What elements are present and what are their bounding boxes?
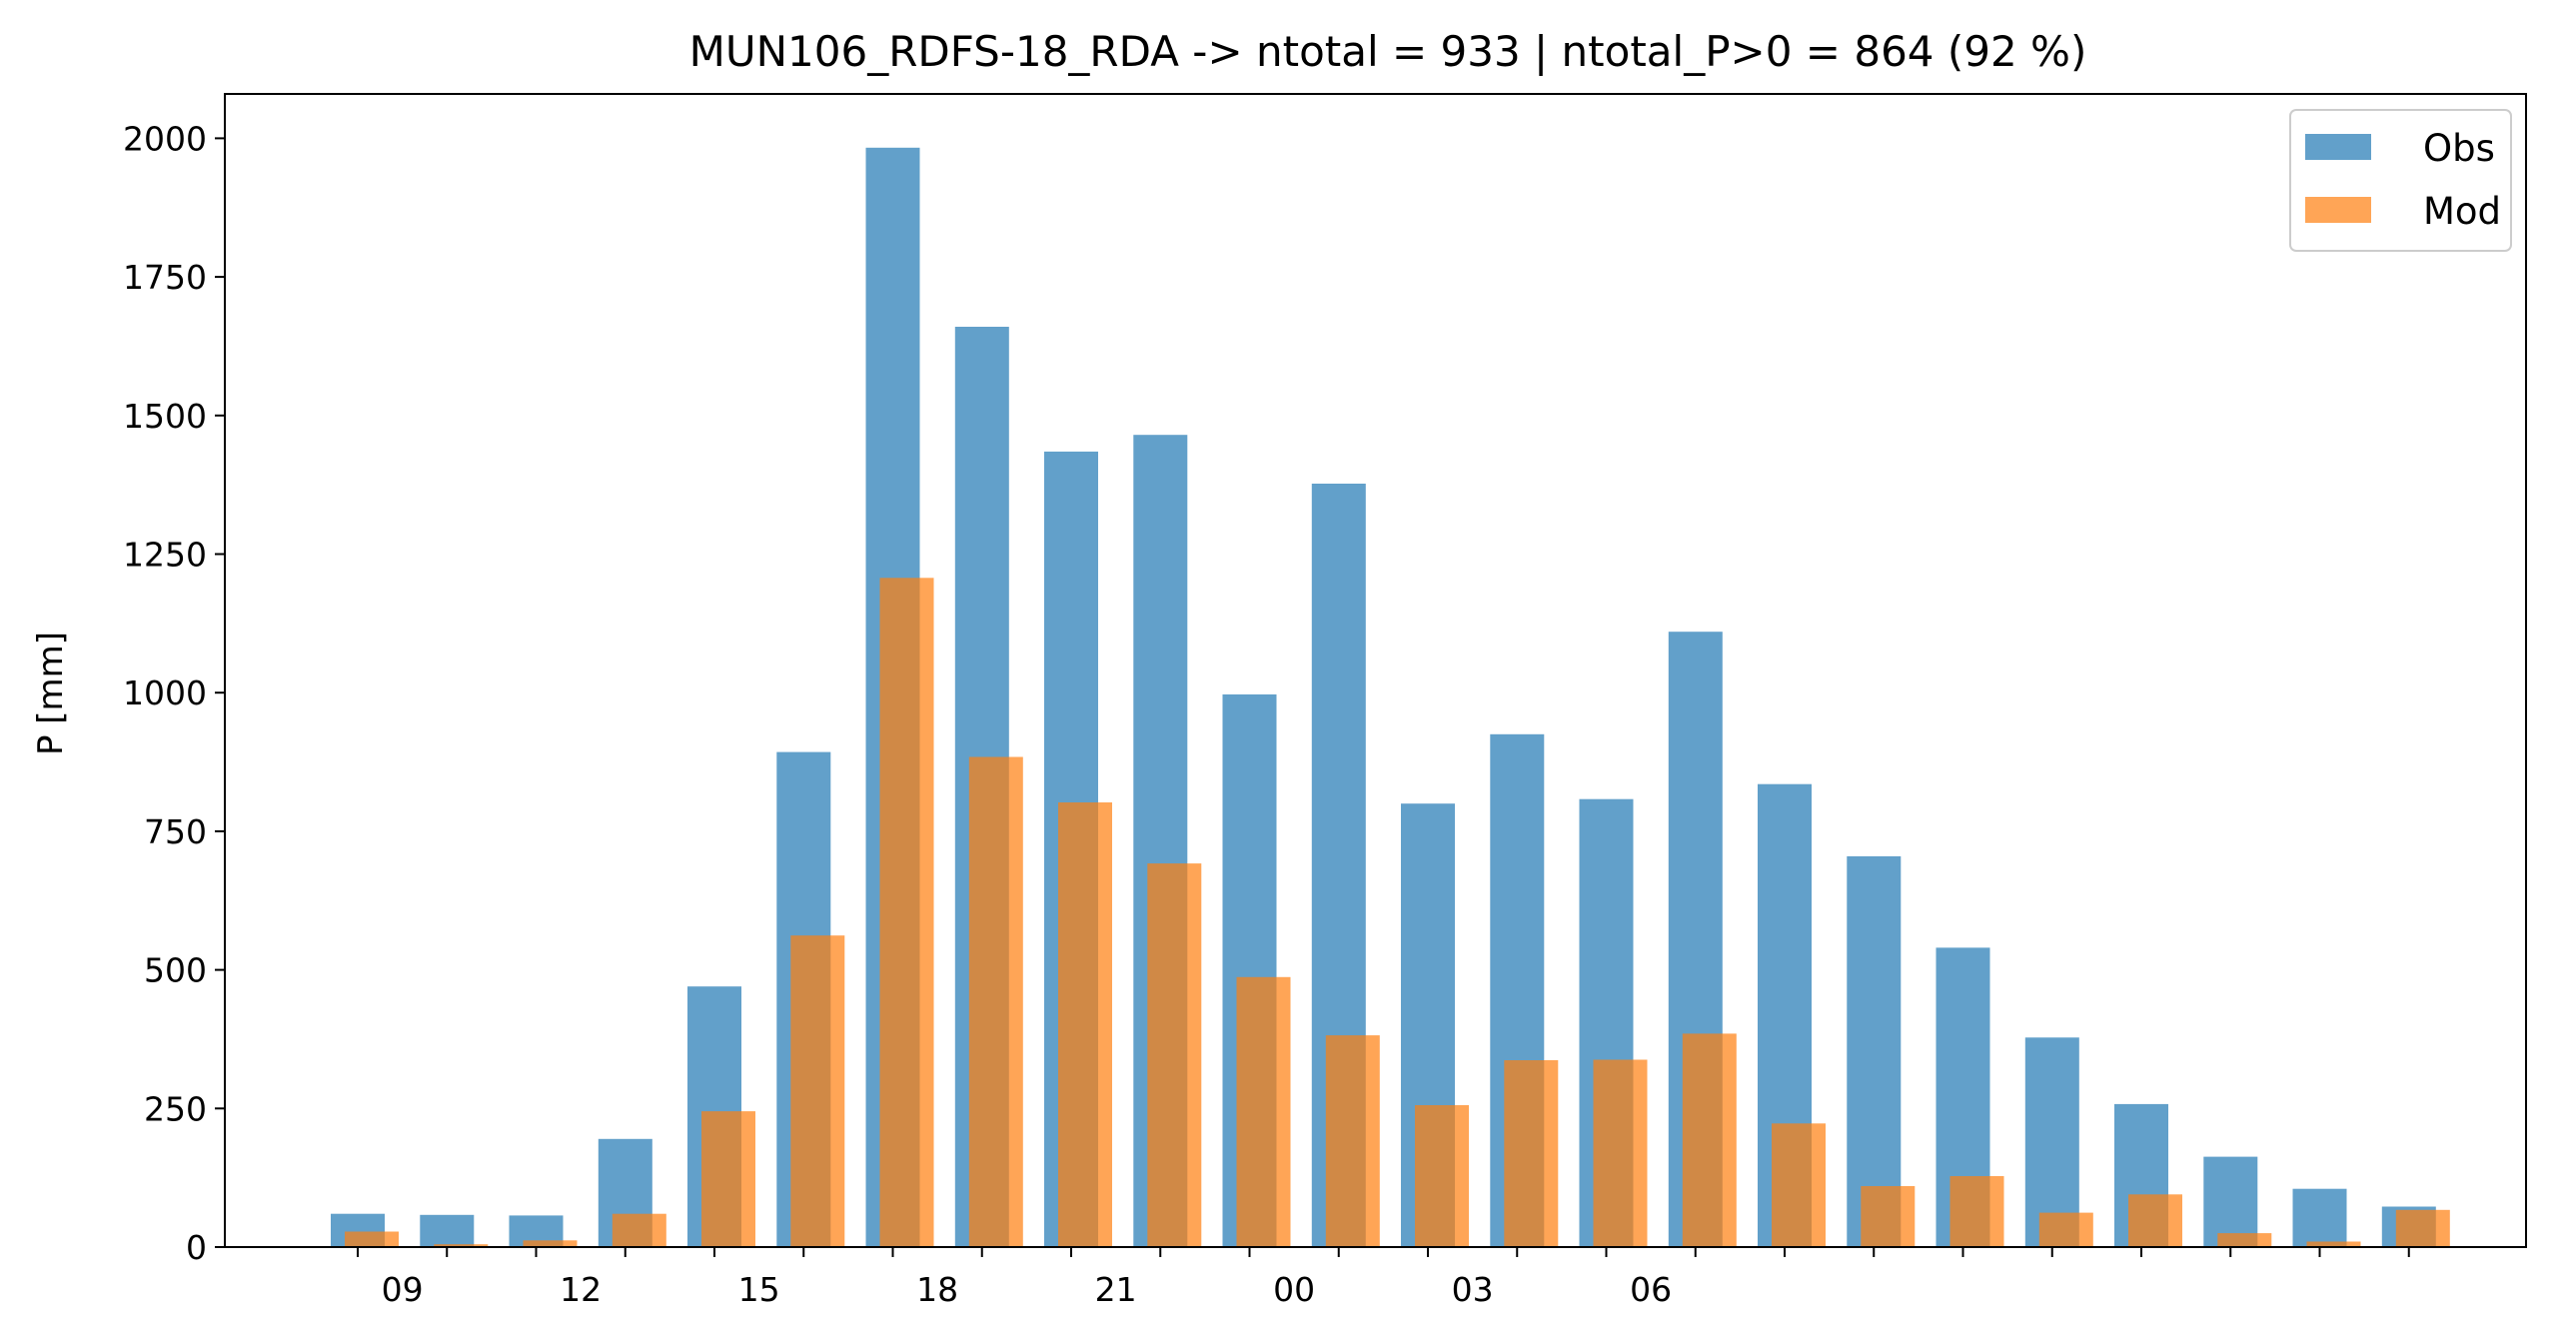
bar-mod-7 [2395,1209,2450,1247]
x-tick-label: 03 [1452,1270,1494,1309]
bar-mod-2 [1949,1176,2004,1247]
bar-mod-19 [1325,1035,1380,1247]
bar-obs-9 [420,1214,475,1247]
bar-mod-22 [1593,1059,1648,1247]
bar-mod-4 [2128,1194,2182,1247]
x-tick-label: 09 [382,1270,424,1309]
legend: Obs Mod [2289,109,2512,252]
bar-mod-23 [1682,1033,1737,1247]
bar-mod-5 [2217,1233,2272,1247]
y-axis: 0 250 500 750 1000 1250 1500 1750 2000 [123,119,225,1267]
bar-mod-8 [345,1231,399,1247]
x-tick-label: 18 [916,1270,958,1309]
bar-mod-13 [790,935,845,1247]
legend-label-mod: Mod [2423,190,2501,233]
chart-title: MUN106_RDFS-18_RDA -> ntotal = 933 | nto… [689,27,2087,76]
y-tick-label: 750 [144,812,207,851]
bar-mod-14 [879,578,934,1247]
y-tick-label: 2000 [123,119,207,158]
bar-obs-6 [2292,1188,2347,1247]
y-axis-label: P [mm] [31,632,71,755]
y-tick-label: 1500 [123,397,207,436]
x-tick-label: 00 [1273,1270,1315,1309]
bar-mod-15 [968,756,1023,1247]
y-tick-label: 500 [144,951,207,990]
legend-swatch-obs [2305,134,2371,160]
plot-frame [224,93,2527,1248]
bar-mod-9 [434,1244,489,1247]
bar-obs-1 [1847,855,1902,1247]
bar-mod-17 [1147,863,1202,1247]
bar-mod-3 [2038,1212,2093,1247]
y-tick-label: 1250 [123,536,207,575]
x-axis: 09 12 15 18 21 00 03 06 [357,1247,2410,1309]
bar-mod-20 [1415,1105,1469,1247]
bar-mod-21 [1504,1060,1559,1247]
x-tick-label: 15 [738,1270,780,1309]
bar-mod-0 [1772,1123,1826,1247]
mod-series [345,578,2450,1247]
legend-swatch-mod [2305,197,2371,223]
y-tick-label: 250 [144,1089,207,1128]
legend-label-obs: Obs [2423,127,2495,170]
x-tick-label: 06 [1630,1270,1672,1309]
x-tick-label: 12 [560,1270,602,1309]
bar-obs-3 [2024,1037,2079,1247]
bar-mod-16 [1058,802,1112,1247]
y-tick-label: 1000 [123,673,207,712]
bar-mod-18 [1236,976,1291,1247]
bar-obs-5 [2203,1156,2258,1247]
bar-mod-12 [701,1111,755,1247]
x-tick-label: 21 [1095,1270,1137,1309]
bar-mod-11 [612,1213,666,1247]
bar-mod-10 [523,1240,578,1247]
bar-mod-1 [1861,1186,1916,1247]
bar-mod-6 [2306,1241,2361,1247]
y-tick-label: 1750 [123,258,207,297]
y-tick-label: 0 [186,1228,207,1267]
